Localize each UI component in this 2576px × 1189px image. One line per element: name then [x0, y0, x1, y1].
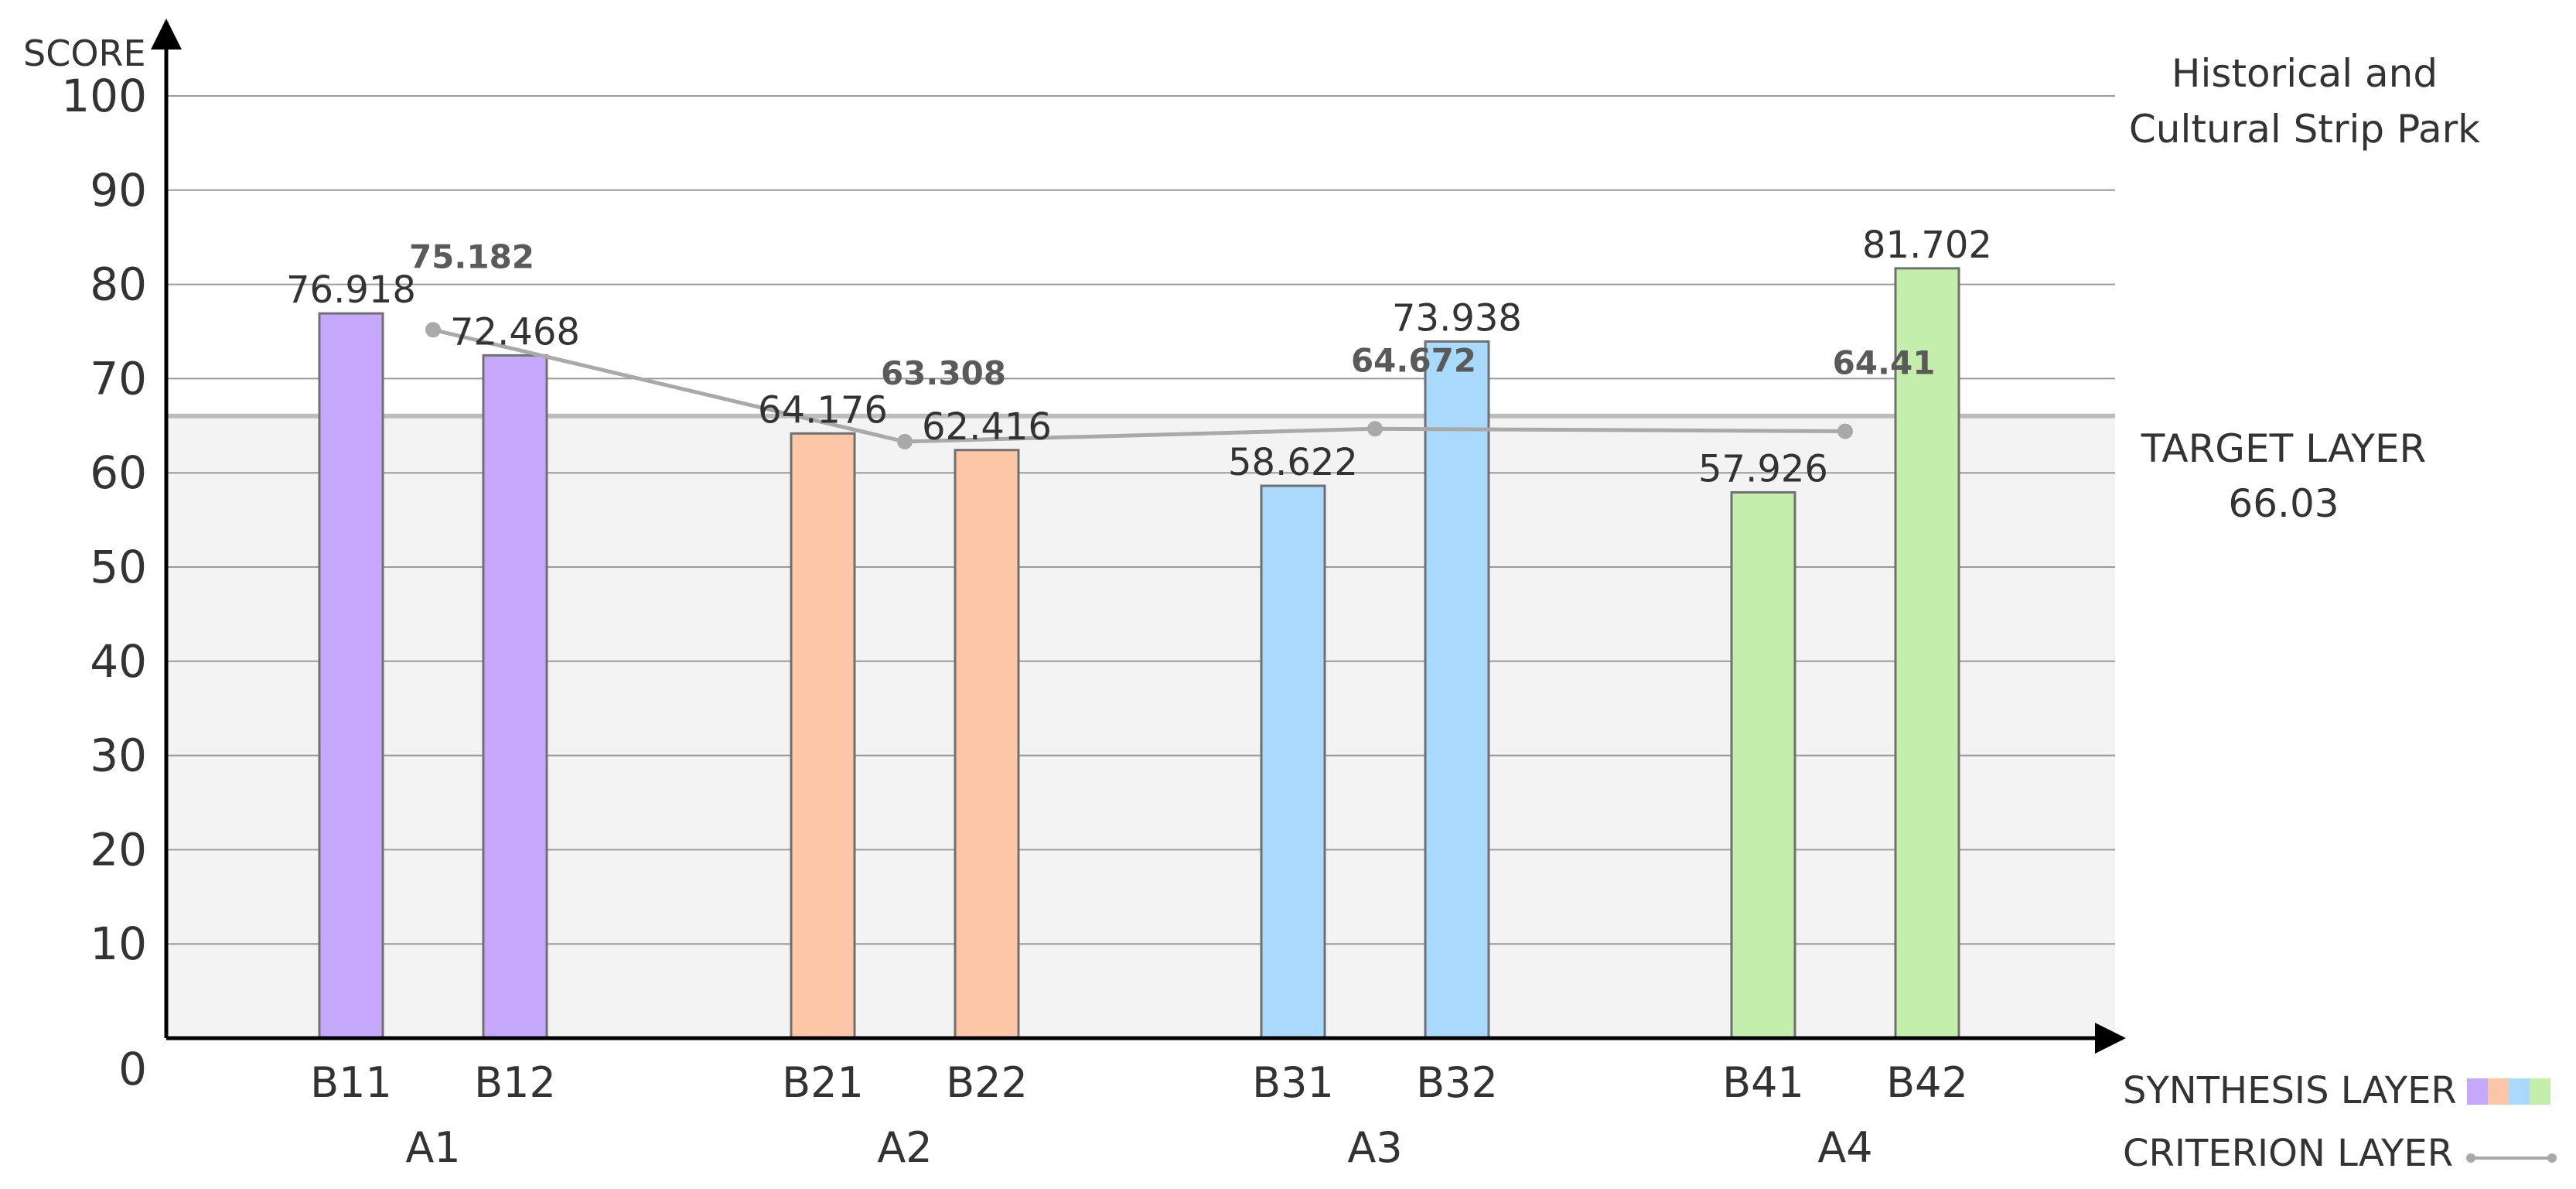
y-tick-label: 30	[90, 729, 147, 782]
legend-swatch	[2488, 1078, 2509, 1105]
legend-criterion-label: CRITERION LAYER	[2123, 1132, 2453, 1175]
x-tick-label: B21	[782, 1058, 864, 1107]
criterion-point	[1837, 423, 1853, 439]
chart-title-line-1: Historical and	[2172, 51, 2438, 96]
bar-value-label: 58.622	[1228, 441, 1358, 484]
bar-value-label: 81.702	[1862, 224, 1992, 267]
criterion-point	[897, 433, 913, 449]
target-layer-label: TARGET LAYER	[2141, 426, 2427, 471]
bar-b32	[1424, 340, 1490, 1040]
criterion-value-label: 64.672	[1351, 341, 1476, 379]
y-tick-label: 10	[90, 917, 147, 970]
bar-value-label: 64.176	[758, 388, 888, 432]
target-region	[166, 415, 2115, 1038]
bars	[318, 267, 1960, 1040]
criterion-line	[425, 322, 1853, 449]
bar-value-label: 73.938	[1392, 296, 1522, 340]
y-axis-title: SCORE	[23, 32, 146, 74]
x-tick-label: B31	[1252, 1058, 1334, 1107]
bar-b31	[1260, 484, 1326, 1040]
y-tick-label: 20	[90, 823, 147, 876]
bar-b21	[790, 432, 856, 1040]
group-label: A3	[1347, 1123, 1402, 1172]
legend: SYNTHESIS LAYER CRITERION LAYER	[2123, 1069, 2557, 1175]
bar-b22	[954, 449, 1020, 1040]
legend-synthesis-label: SYNTHESIS LAYER	[2123, 1069, 2457, 1112]
y-tick-label: 40	[90, 635, 147, 688]
x-tick-label: B32	[1416, 1058, 1498, 1107]
group-label: A2	[877, 1123, 932, 1172]
x-tick-label: B22	[946, 1058, 1028, 1107]
bar-value-label: 76.918	[286, 268, 416, 312]
y-tick-label: 70	[90, 352, 147, 405]
legend-criterion-marker-left	[2466, 1153, 2475, 1163]
legend-swatch	[2467, 1078, 2488, 1105]
y-tick-label: 50	[90, 541, 147, 593]
bar-b11	[318, 312, 384, 1040]
y-tick-label: 0	[118, 1043, 147, 1095]
target-layer-value: 66.03	[2228, 481, 2339, 526]
legend-synthesis-swatches	[2467, 1078, 2550, 1105]
criterion-point	[1367, 421, 1383, 437]
y-tick-label: 80	[90, 258, 147, 311]
bar-value-label: 72.468	[450, 310, 580, 354]
y-tick-label: 60	[90, 446, 147, 499]
y-tick-label: 90	[90, 164, 147, 217]
chart-title-line-2: Cultural Strip Park	[2129, 107, 2480, 152]
bar-value-label: 57.926	[1698, 447, 1828, 490]
legend-swatch	[2509, 1078, 2530, 1105]
group-label: A1	[405, 1123, 460, 1172]
labels: 0 10 20 30 40 50 60 70 80 90 100 76.918 B11 72.468 B12…	[61, 70, 1992, 1172]
criterion-point	[425, 322, 441, 338]
x-tick-label: B11	[310, 1058, 392, 1107]
y-tick-label: 100	[61, 70, 147, 122]
bar-value-label: 62.416	[922, 405, 1052, 449]
bar-b41	[1730, 490, 1796, 1040]
bar-b42	[1894, 267, 1960, 1040]
criterion-value-label: 63.308	[881, 354, 1006, 392]
legend-criterion-marker-right	[2547, 1153, 2557, 1163]
bar-b12	[482, 354, 548, 1040]
criterion-polyline	[432, 327, 1846, 444]
group-label: A4	[1817, 1123, 1872, 1172]
legend-swatch	[2530, 1078, 2550, 1105]
x-tick-label: B12	[474, 1058, 556, 1107]
axes	[151, 19, 2126, 1054]
x-tick-label: B42	[1886, 1058, 1968, 1107]
criterion-value-label: 64.41	[1833, 343, 1936, 381]
criterion-value-label: 75.182	[409, 237, 534, 275]
x-tick-label: B41	[1722, 1058, 1804, 1107]
